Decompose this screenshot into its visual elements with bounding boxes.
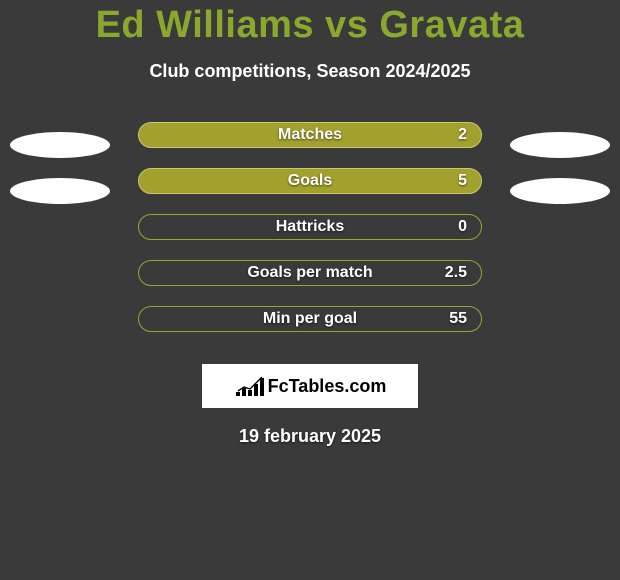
source-logo[interactable]: FcTables.com	[202, 364, 418, 408]
stats-list: Matches 2 Goals 5 Hattricks 0 Goals per match 2…	[0, 122, 620, 352]
logo-text: FcTables.com	[268, 376, 387, 397]
stat-value: 2.5	[445, 264, 467, 282]
page-title: Ed Williams vs Gravata	[0, 4, 620, 47]
stat-label: Goals	[288, 172, 332, 190]
stat-bar: Matches 2	[138, 122, 482, 148]
stat-value: 0	[458, 218, 467, 236]
stat-bar: Goals 5	[138, 168, 482, 194]
stat-label: Matches	[278, 126, 342, 144]
stat-row: Matches 2	[0, 122, 620, 168]
stat-label: Goals per match	[247, 264, 372, 282]
stat-row: Goals per match 2.5	[0, 260, 620, 306]
player-left-indicator	[10, 178, 110, 204]
player-left-indicator	[10, 132, 110, 158]
stat-row: Hattricks 0	[0, 214, 620, 260]
bar-chart-icon	[234, 374, 264, 398]
stat-row: Goals 5	[0, 168, 620, 214]
comparison-card: Ed Williams vs Gravata Club competitions…	[0, 4, 620, 447]
stat-value: 55	[449, 310, 467, 328]
date-text: 19 february 2025	[0, 426, 620, 447]
stat-value: 5	[458, 172, 467, 190]
stat-bar: Hattricks 0	[138, 214, 482, 240]
stat-label: Min per goal	[263, 310, 357, 328]
stat-value: 2	[458, 126, 467, 144]
stat-label: Hattricks	[276, 218, 344, 236]
stat-bar: Goals per match 2.5	[138, 260, 482, 286]
stat-row: Min per goal 55	[0, 306, 620, 352]
subtitle: Club competitions, Season 2024/2025	[0, 61, 620, 82]
player-right-indicator	[510, 132, 610, 158]
player-right-indicator	[510, 178, 610, 204]
stat-bar: Min per goal 55	[138, 306, 482, 332]
